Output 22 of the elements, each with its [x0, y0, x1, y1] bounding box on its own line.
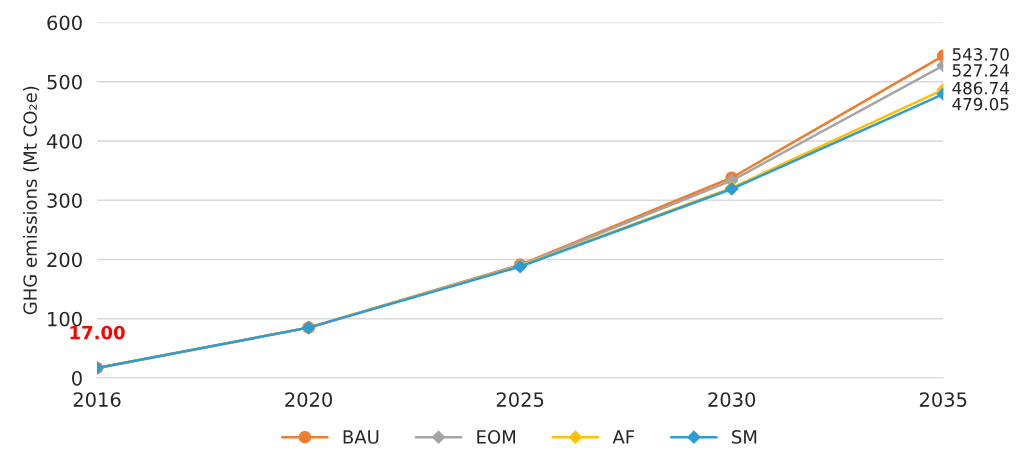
y-tick-label: 600 [47, 15, 82, 31]
y-tick-label: 500 [47, 74, 82, 90]
y-tick-label: 400 [46, 133, 82, 149]
legend-label: BAU [343, 430, 379, 444]
y-tick-label: 0 [72, 370, 82, 386]
y-tick-label: 300 [47, 193, 82, 208]
x-tick-label: 2035 [919, 392, 967, 407]
annotation: 17.00 [70, 325, 125, 340]
x-tick-label: 2025 [496, 392, 544, 407]
y-tick-label: 100 [48, 311, 82, 327]
data-label: 527.24 [952, 64, 1009, 77]
data-label: 543.70 [952, 48, 1009, 61]
data-label: 479.05 [952, 97, 1009, 111]
x-tick-label: 2016 [73, 392, 121, 407]
x-tick-label: 2030 [708, 392, 756, 407]
data-label: 486.74 [952, 81, 1009, 95]
y-tick-label: 200 [47, 252, 82, 268]
y-axis-title: GHG emissions (Mt CO₂e) [22, 86, 40, 315]
legend-label: EOM [477, 430, 515, 444]
legend-label: SM [732, 430, 757, 444]
x-tick-label: 2020 [285, 392, 333, 407]
legend-label: AF [612, 430, 635, 444]
